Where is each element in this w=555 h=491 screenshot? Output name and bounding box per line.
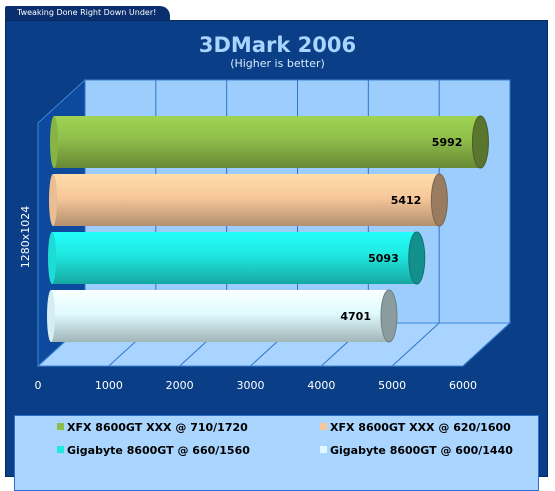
legend-swatch-3: [57, 446, 64, 453]
legend-swatch-1: [57, 423, 64, 430]
legend-entry-3: Gigabyte 8600GT @ 660/1560: [57, 444, 250, 457]
x-tick-label-1: 1000: [95, 379, 123, 392]
bar-2-start: [49, 174, 57, 226]
bar-3-value-label: 5093: [368, 252, 399, 265]
y-axis-label: 1280x1024: [19, 206, 32, 269]
x-tick-label-4: 4000: [307, 379, 335, 392]
legend-label-1: XFX 8600GT XXX @ 710/1720: [67, 421, 248, 434]
bar-4-value-label: 4701: [340, 310, 371, 323]
legend-entry-2: XFX 8600GT XXX @ 620/1600: [320, 421, 511, 434]
x-tick-label-3: 3000: [237, 379, 265, 392]
legend-entry-4: Gigabyte 8600GT @ 600/1440: [320, 444, 513, 457]
x-tick-label-5: 5000: [378, 379, 406, 392]
site-banner-tab: Tweaking Done Right Down Under!: [5, 6, 171, 20]
bar-1-value-label: 5992: [432, 136, 463, 149]
bar-2-cap: [430, 173, 448, 227]
legend-swatch-2: [320, 423, 327, 430]
floor-gridline-5: [391, 322, 440, 367]
legend-label-2: XFX 8600GT XXX @ 620/1600: [330, 421, 511, 434]
x-tick-label-6: 6000: [449, 379, 477, 392]
bar-3: [52, 232, 417, 284]
bar-1-start: [50, 116, 58, 168]
bar-1-cap: [471, 115, 489, 169]
chart-legend: XFX 8600GT XXX @ 710/1720 XFX 8600GT XXX…: [14, 415, 539, 491]
bar-1: [54, 116, 481, 168]
bar-4-start: [47, 290, 55, 342]
bar-4: [51, 290, 389, 342]
chart-subtitle: (Higher is better): [230, 57, 325, 70]
chart-title: 3DMark 2006: [198, 33, 357, 57]
legend-entry-1: XFX 8600GT XXX @ 710/1720: [57, 421, 248, 434]
floor-gridline-6: [462, 322, 511, 367]
x-tick-label-0: 0: [35, 379, 42, 392]
x-tick-label-2: 2000: [166, 379, 194, 392]
bar-4-cap: [380, 289, 398, 343]
legend-label-4: Gigabyte 8600GT @ 600/1440: [330, 444, 513, 457]
bar-2: [53, 174, 440, 226]
legend-swatch-4: [320, 446, 327, 453]
bar-3-start: [48, 232, 56, 284]
bar-3-cap: [408, 231, 426, 285]
legend-label-3: Gigabyte 8600GT @ 660/1560: [67, 444, 250, 457]
bar-2-value-label: 5412: [391, 194, 422, 207]
